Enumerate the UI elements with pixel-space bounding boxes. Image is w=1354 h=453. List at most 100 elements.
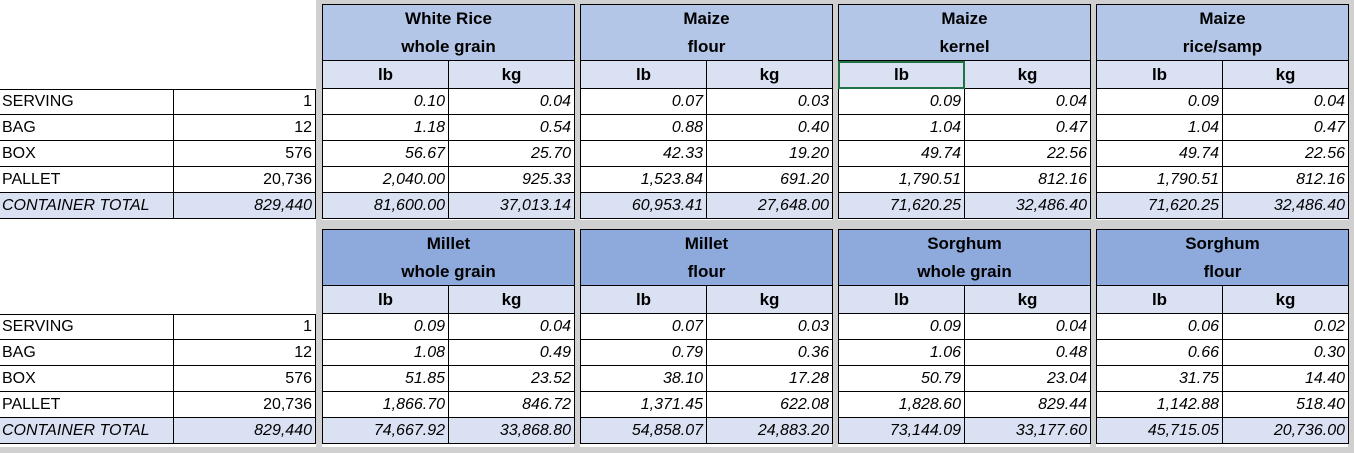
value-cell-kg[interactable]: 0.49 <box>449 340 575 366</box>
unit-header-lb[interactable]: lb <box>1096 286 1223 314</box>
value-cell-lb[interactable]: 1,790.51 <box>1096 167 1223 193</box>
value-cell-kg[interactable]: 0.02 <box>1223 314 1349 340</box>
value-cell-lb[interactable]: 0.88 <box>580 115 707 141</box>
value-cell-kg[interactable]: 0.04 <box>1223 89 1349 115</box>
value-cell-lb[interactable]: 0.09 <box>322 314 449 340</box>
value-cell-kg[interactable]: 32,486.40 <box>1223 193 1349 219</box>
value-cell-lb[interactable]: 31.75 <box>1096 366 1223 392</box>
value-cell-kg[interactable]: 25.70 <box>449 141 575 167</box>
value-cell-lb[interactable]: 74,667.92 <box>322 418 449 444</box>
value-cell-kg[interactable]: 0.03 <box>707 314 833 340</box>
unit-header-kg[interactable]: kg <box>707 286 833 314</box>
unit-header-kg[interactable]: kg <box>965 61 1091 89</box>
value-cell-kg[interactable]: 23.52 <box>449 366 575 392</box>
value-cell-lb[interactable]: 60,953.41 <box>580 193 707 219</box>
value-cell-kg[interactable]: 17.28 <box>707 366 833 392</box>
value-cell-kg[interactable]: 0.04 <box>965 89 1091 115</box>
value-cell-kg[interactable]: 0.04 <box>965 314 1091 340</box>
unit-header-lb[interactable]: lb <box>1096 61 1223 89</box>
unit-header-kg[interactable]: kg <box>449 286 575 314</box>
unit-header-kg[interactable]: kg <box>965 286 1091 314</box>
unit-header-kg[interactable]: kg <box>449 61 575 89</box>
value-cell-kg[interactable]: 691.20 <box>707 167 833 193</box>
value-cell-lb[interactable]: 1,523.84 <box>580 167 707 193</box>
count-cell[interactable]: 20,736 <box>174 392 316 418</box>
value-cell-kg[interactable]: 622.08 <box>707 392 833 418</box>
value-cell-kg[interactable]: 27,648.00 <box>707 193 833 219</box>
value-cell-kg[interactable]: 829.44 <box>965 392 1091 418</box>
value-cell-lb[interactable]: 0.10 <box>322 89 449 115</box>
count-cell[interactable]: 1 <box>174 89 316 115</box>
value-cell-kg[interactable]: 0.54 <box>449 115 575 141</box>
value-cell-kg[interactable]: 812.16 <box>1223 167 1349 193</box>
unit-header-kg[interactable]: kg <box>1223 286 1349 314</box>
value-cell-kg[interactable]: 0.03 <box>707 89 833 115</box>
value-cell-lb[interactable]: 0.09 <box>838 89 965 115</box>
value-cell-kg[interactable]: 33,177.60 <box>965 418 1091 444</box>
count-cell[interactable]: 12 <box>174 115 316 141</box>
value-cell-lb[interactable]: 81,600.00 <box>322 193 449 219</box>
value-cell-kg[interactable]: 33,868.80 <box>449 418 575 444</box>
unit-header-lb[interactable]: lb <box>322 61 449 89</box>
unit-header-lb[interactable]: lb <box>838 61 965 89</box>
value-cell-kg[interactable]: 0.40 <box>707 115 833 141</box>
unit-header-lb[interactable]: lb <box>838 286 965 314</box>
value-cell-lb[interactable]: 1.04 <box>1096 115 1223 141</box>
value-cell-kg[interactable]: 0.48 <box>965 340 1091 366</box>
value-cell-lb[interactable]: 51.85 <box>322 366 449 392</box>
value-cell-lb[interactable]: 45,715.05 <box>1096 418 1223 444</box>
value-cell-lb[interactable]: 0.09 <box>1096 89 1223 115</box>
value-cell-lb[interactable]: 71,620.25 <box>1096 193 1223 219</box>
value-cell-kg[interactable]: 0.36 <box>707 340 833 366</box>
count-cell[interactable]: 576 <box>174 141 316 167</box>
value-cell-lb[interactable]: 1.06 <box>838 340 965 366</box>
value-cell-kg[interactable]: 925.33 <box>449 167 575 193</box>
value-cell-kg[interactable]: 37,013.14 <box>449 193 575 219</box>
value-cell-kg[interactable]: 0.47 <box>1223 115 1349 141</box>
value-cell-lb[interactable]: 1,142.88 <box>1096 392 1223 418</box>
unit-header-lb[interactable]: lb <box>322 286 449 314</box>
value-cell-kg[interactable]: 0.30 <box>1223 340 1349 366</box>
value-cell-lb[interactable]: 0.07 <box>580 89 707 115</box>
value-cell-kg[interactable]: 812.16 <box>965 167 1091 193</box>
value-cell-lb[interactable]: 49.74 <box>1096 141 1223 167</box>
value-cell-kg[interactable]: 22.56 <box>965 141 1091 167</box>
count-cell[interactable]: 829,440 <box>174 193 316 219</box>
value-cell-lb[interactable]: 50.79 <box>838 366 965 392</box>
value-cell-lb[interactable]: 1.18 <box>322 115 449 141</box>
value-cell-kg[interactable]: 24,883.20 <box>707 418 833 444</box>
value-cell-kg[interactable]: 846.72 <box>449 392 575 418</box>
count-cell[interactable]: 829,440 <box>174 418 316 444</box>
value-cell-kg[interactable]: 0.04 <box>449 314 575 340</box>
value-cell-lb[interactable]: 0.66 <box>1096 340 1223 366</box>
value-cell-lb[interactable]: 49.74 <box>838 141 965 167</box>
count-cell[interactable]: 576 <box>174 366 316 392</box>
value-cell-lb[interactable]: 1,790.51 <box>838 167 965 193</box>
value-cell-kg[interactable]: 22.56 <box>1223 141 1349 167</box>
value-cell-kg[interactable]: 20,736.00 <box>1223 418 1349 444</box>
unit-header-kg[interactable]: kg <box>1223 61 1349 89</box>
value-cell-lb[interactable]: 71,620.25 <box>838 193 965 219</box>
count-cell[interactable]: 20,736 <box>174 167 316 193</box>
value-cell-lb[interactable]: 54,858.07 <box>580 418 707 444</box>
value-cell-lb[interactable]: 0.09 <box>838 314 965 340</box>
value-cell-lb[interactable]: 0.06 <box>1096 314 1223 340</box>
value-cell-lb[interactable]: 56.67 <box>322 141 449 167</box>
value-cell-lb[interactable]: 1,866.70 <box>322 392 449 418</box>
value-cell-lb[interactable]: 0.79 <box>580 340 707 366</box>
value-cell-lb[interactable]: 1,828.60 <box>838 392 965 418</box>
value-cell-kg[interactable]: 0.04 <box>449 89 575 115</box>
value-cell-lb[interactable]: 1.08 <box>322 340 449 366</box>
value-cell-lb[interactable]: 42.33 <box>580 141 707 167</box>
value-cell-lb[interactable]: 1,371.45 <box>580 392 707 418</box>
value-cell-lb[interactable]: 2,040.00 <box>322 167 449 193</box>
unit-header-kg[interactable]: kg <box>707 61 833 89</box>
value-cell-kg[interactable]: 19.20 <box>707 141 833 167</box>
value-cell-lb[interactable]: 73,144.09 <box>838 418 965 444</box>
unit-header-lb[interactable]: lb <box>580 61 707 89</box>
unit-header-lb[interactable]: lb <box>580 286 707 314</box>
value-cell-kg[interactable]: 32,486.40 <box>965 193 1091 219</box>
count-cell[interactable]: 1 <box>174 314 316 340</box>
value-cell-lb[interactable]: 38.10 <box>580 366 707 392</box>
value-cell-lb[interactable]: 0.07 <box>580 314 707 340</box>
